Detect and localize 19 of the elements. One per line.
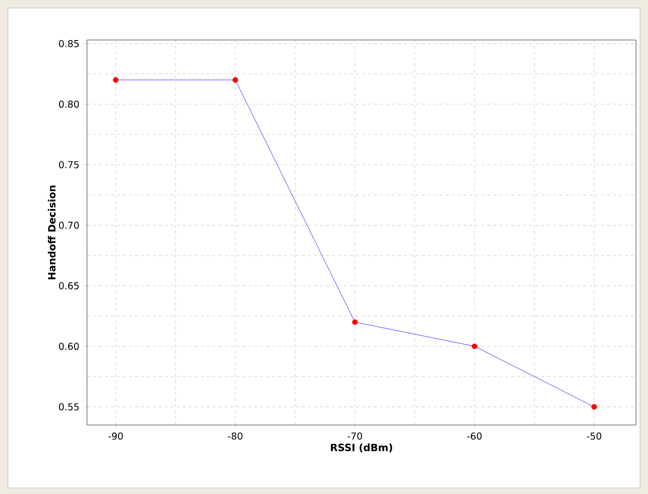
x-tick-label: -80 [228, 432, 242, 440]
x-tick-label: -50 [586, 432, 602, 440]
point [591, 404, 597, 410]
x-tick-label: -70 [348, 432, 362, 440]
y-tick-label: 0.85 [59, 40, 79, 48]
y-tick-label: 0.80 [59, 100, 79, 108]
point [112, 77, 119, 83]
x-tick-label: -90 [108, 432, 123, 440]
y-tick-label: 0.60 [59, 342, 79, 350]
y-axis-title: Handoff Decision [48, 186, 56, 280]
point [232, 77, 238, 83]
x-tick-label: -60 [467, 432, 482, 440]
point [352, 319, 358, 325]
y-tick-label: 0.75 [59, 161, 79, 168]
point [472, 344, 478, 350]
y-tick-label: 0.65 [59, 282, 79, 290]
x-axis-title: RSSI (dBm) [330, 444, 392, 452]
y-tick-label: 0.70 [59, 222, 79, 229]
y-tick-label: 0.55 [59, 403, 79, 410]
